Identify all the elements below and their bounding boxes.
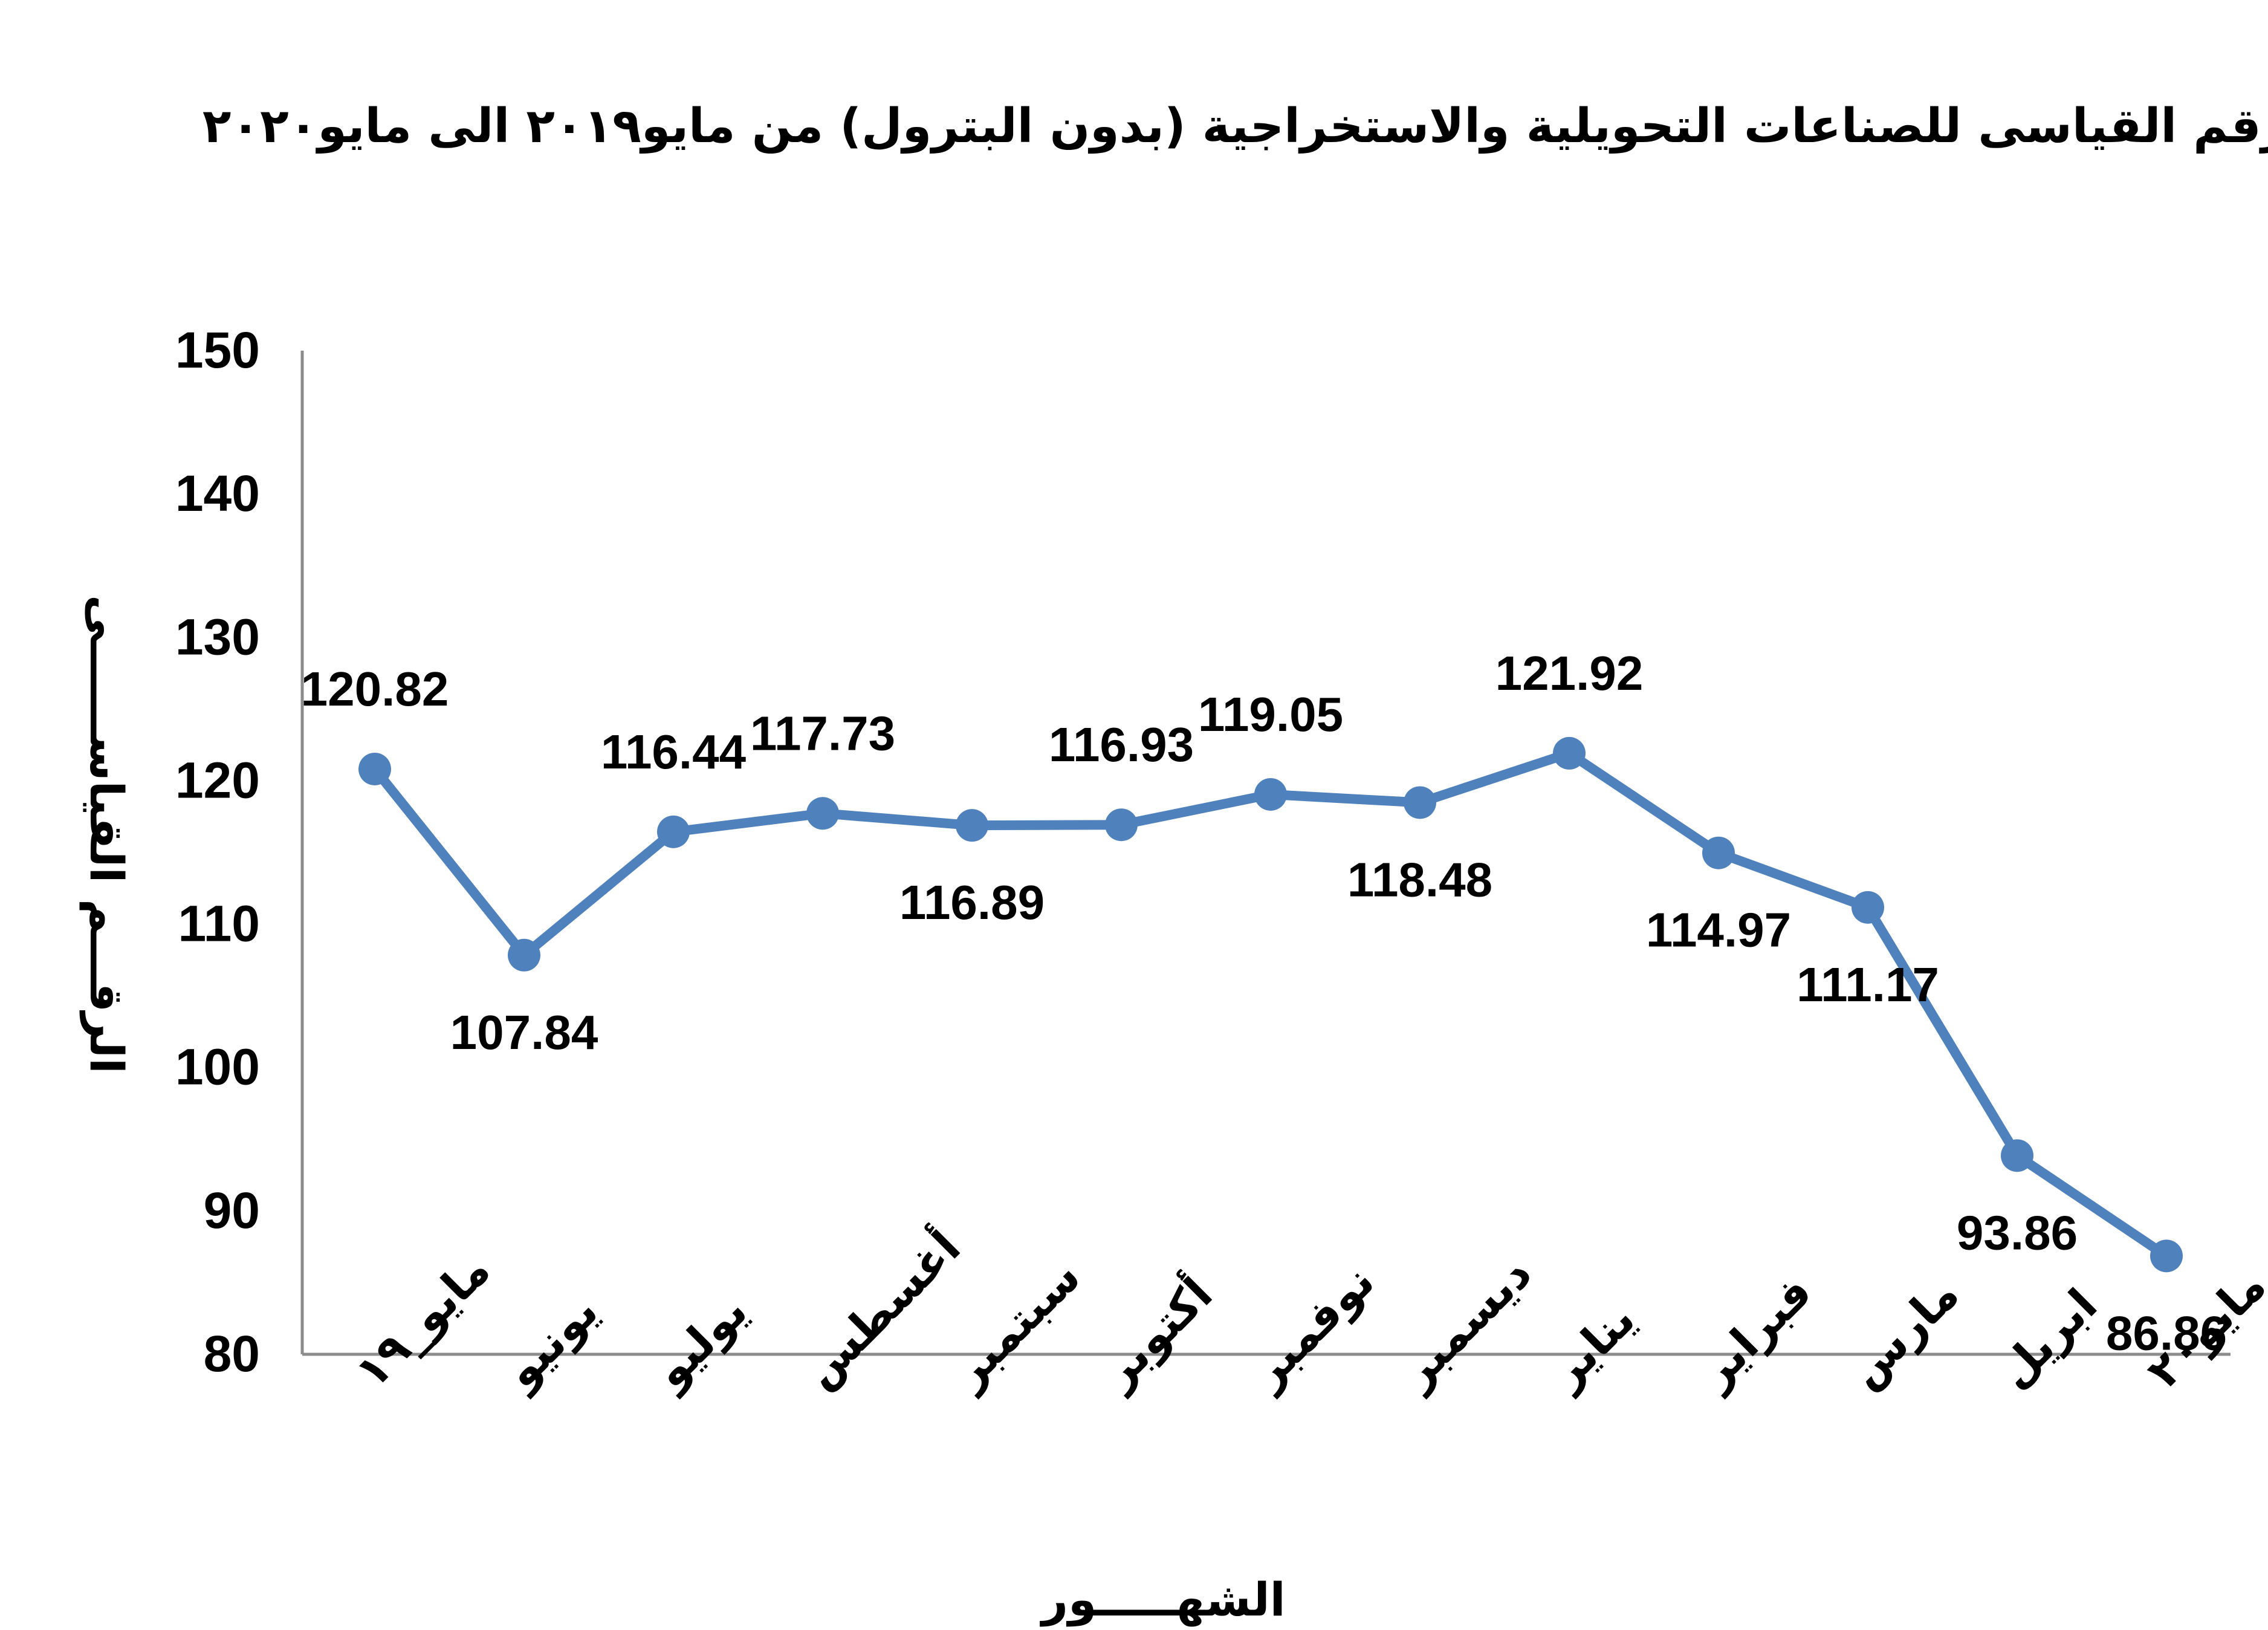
data-points bbox=[358, 736, 2183, 1273]
x-axis-title: الشهـــــور bbox=[1039, 1573, 1285, 1627]
chart-title: الرقم القياسى للصناعات التحويلية والاستخ… bbox=[202, 99, 2268, 154]
data-label: 93.86 bbox=[1957, 1206, 2078, 1259]
y-tick-label: 80 bbox=[204, 1325, 260, 1382]
x-tick-label: ابريل bbox=[1988, 1279, 2107, 1398]
x-tick-label: مايو_١٩ bbox=[346, 1244, 501, 1398]
data-label: 116.93 bbox=[1049, 718, 1194, 771]
data-label: 114.97 bbox=[1646, 903, 1791, 957]
data-label: 116.44 bbox=[601, 725, 747, 779]
x-tick-label: يوليو bbox=[643, 1285, 758, 1401]
y-tick-label: 130 bbox=[175, 608, 260, 665]
y-tick-labels: 150 140 130 120 110 100 90 80 bbox=[175, 322, 260, 1382]
data-label: 111.17 bbox=[1797, 958, 1939, 1011]
x-tick-label: مارس bbox=[1839, 1268, 1969, 1398]
data-label: 116.89 bbox=[899, 875, 1045, 929]
x-tick-label: سبتمبر bbox=[941, 1251, 1090, 1400]
x-tick-label: أكتوبر bbox=[1088, 1265, 1223, 1400]
y-tick-label: 150 bbox=[175, 322, 260, 378]
data-point bbox=[2001, 1139, 2033, 1172]
y-tick-label: 100 bbox=[175, 1039, 260, 1096]
data-label: 107.84 bbox=[450, 1005, 598, 1059]
data-point bbox=[1404, 786, 1436, 819]
data-label: 120.82 bbox=[301, 662, 449, 716]
y-tick-label: 90 bbox=[204, 1182, 260, 1239]
data-label: 118.48 bbox=[1347, 852, 1492, 906]
data-point bbox=[508, 938, 540, 972]
y-axis-title: الرقـــم القياســــــى bbox=[79, 595, 134, 1074]
x-tick-label: يونيو bbox=[493, 1285, 609, 1401]
x-tick-label: ديسمبر bbox=[1389, 1247, 1541, 1400]
data-point bbox=[806, 797, 839, 830]
data-point bbox=[2150, 1239, 2183, 1273]
data-label: 119.05 bbox=[1198, 687, 1343, 741]
data-label: 86.86 bbox=[2106, 1306, 2227, 1360]
x-tick-label: فبراير bbox=[1688, 1266, 1822, 1400]
y-tick-label: 120 bbox=[175, 752, 260, 808]
data-point bbox=[1702, 836, 1735, 869]
data-point bbox=[1553, 736, 1586, 770]
data-label: 117.73 bbox=[750, 706, 895, 760]
x-tick-label: أغسطس bbox=[791, 1219, 971, 1398]
data-point bbox=[1105, 808, 1138, 842]
x-tick-label: يناير bbox=[1538, 1293, 1645, 1400]
data-point bbox=[1852, 891, 1884, 924]
data-point bbox=[358, 752, 391, 785]
data-point bbox=[1254, 778, 1287, 811]
x-tick-label: نوفمبر bbox=[1240, 1255, 1385, 1400]
y-tick-label: 110 bbox=[178, 895, 260, 952]
data-labels: 120.82 107.84 116.44 117.73 116.89 116.93119.… bbox=[301, 646, 2227, 1360]
data-point bbox=[956, 809, 988, 842]
data-label: 121.92 bbox=[1495, 646, 1644, 700]
data-point bbox=[657, 815, 690, 848]
y-tick-label: 140 bbox=[175, 465, 260, 522]
